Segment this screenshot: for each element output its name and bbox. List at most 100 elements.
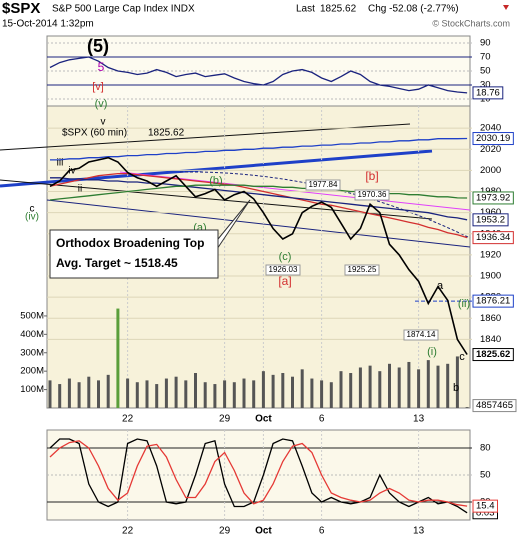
volume-bar — [203, 382, 207, 408]
volume-bar — [242, 378, 246, 408]
last-label: Last — [296, 4, 315, 15]
y2-tick-label: 300M — [20, 347, 44, 358]
callout-text: Orthodox Broadening Top — [56, 236, 204, 250]
down-arrow — [503, 5, 509, 10]
x-tick-label: Oct — [255, 414, 272, 425]
index-name: S&P 500 Large Cap Index INDX — [52, 4, 195, 15]
volume-bar — [281, 373, 285, 408]
volume-bar — [164, 378, 168, 408]
volume-bar — [368, 365, 372, 408]
symbol: $SPX — [2, 0, 40, 17]
price-label-box — [403, 329, 439, 341]
trendline — [0, 149, 433, 188]
y-tick-label: 1840 — [480, 334, 501, 345]
badge-box — [472, 132, 514, 146]
volume-bar — [407, 361, 411, 408]
value-badge: 1936.34 — [476, 232, 510, 243]
x-tick-label: 13 — [413, 414, 425, 425]
volume-bar — [320, 380, 324, 408]
price-label-box — [265, 264, 301, 276]
y-tick-label: 90 — [480, 38, 491, 49]
wave-label: c — [30, 204, 35, 215]
x-tick-label: 29 — [219, 526, 231, 537]
y-tick-label: 1900 — [480, 271, 501, 282]
y-tick-label: 30 — [480, 80, 491, 91]
series-label-value: 1825.62 — [148, 128, 185, 139]
wave-label: iii — [57, 158, 64, 169]
wave-label: 1874.14 — [407, 330, 436, 339]
badge-box — [472, 191, 514, 205]
volume-bar — [223, 380, 227, 408]
x-tick-label: 13 — [413, 526, 425, 537]
y-tick-label: 1920 — [480, 249, 501, 260]
wave-label: 1926.03 — [269, 265, 298, 274]
volume-bar — [378, 371, 382, 408]
volume-bar — [87, 376, 91, 408]
value-badge: 1973.92 — [476, 192, 510, 203]
value-badge: 15.4 — [476, 501, 495, 512]
badge-box — [472, 86, 504, 100]
wave-label: a — [437, 280, 444, 292]
wave-label: b — [453, 382, 459, 394]
rsi-panel — [46, 35, 471, 107]
volume-bar — [126, 378, 130, 408]
y-tick-label: 2020 — [480, 144, 501, 155]
volume-bar — [446, 363, 450, 408]
x-tick-label: 6 — [319, 526, 325, 537]
last-value: 1825.62 — [320, 4, 357, 15]
credit: © StockCharts.com — [432, 18, 510, 28]
wave-label: (ii) — [458, 298, 470, 310]
x-tick-label: 22 — [122, 414, 134, 425]
wave-label: [b] — [365, 169, 378, 183]
volume-bar — [155, 384, 159, 408]
x-tick-label: 29 — [219, 414, 231, 425]
wave-label: [v] — [92, 81, 104, 93]
wave-label: (i) — [427, 346, 437, 358]
price-label-box — [344, 264, 380, 276]
volume-bar — [465, 407, 469, 408]
volume-bar — [261, 371, 265, 408]
value-badge: 2030.19 — [476, 133, 510, 144]
volume-bar — [349, 373, 353, 408]
datetime: 15-Oct-2014 1:32pm — [2, 19, 94, 30]
volume-bar — [213, 384, 217, 408]
volume-bar — [48, 380, 52, 408]
volume-bar — [58, 384, 62, 408]
value-badge: 1876.21 — [476, 296, 510, 307]
wave-label: 1970.36 — [358, 190, 387, 199]
value-badge: 4857465 — [476, 400, 513, 411]
wave-label: 1925.25 — [348, 265, 377, 274]
series-line — [49, 56, 468, 94]
y-tick-label: 50 — [480, 470, 491, 481]
x-tick-label: 6 — [319, 414, 325, 425]
volume-bar — [300, 369, 304, 408]
y2-tick-label: 500M — [20, 310, 44, 321]
wave-label: (b) — [209, 175, 222, 187]
y-tick-label: 70 — [480, 52, 491, 63]
wave-label: (iv) — [25, 212, 39, 223]
y-tick-label: 2040 — [480, 123, 501, 134]
badge-box — [472, 348, 514, 362]
volume-bar — [135, 382, 139, 408]
volume-bar — [97, 380, 100, 408]
badge-box — [472, 213, 509, 227]
stoch-panel — [46, 429, 471, 521]
y-tick-label: 80 — [480, 443, 491, 454]
series-line — [49, 440, 468, 507]
badge-box — [472, 231, 514, 245]
volume-bar — [426, 360, 430, 408]
value-badge: 1825.62 — [476, 349, 510, 360]
y-tick-label: 2000 — [480, 165, 501, 176]
series-label: $SPX (60 min) — [62, 128, 127, 139]
wave-label: (5) — [87, 36, 109, 56]
callout-box — [49, 229, 219, 279]
volume-bar — [174, 376, 178, 408]
x-tick-label: 22 — [122, 526, 134, 537]
change: Chg -52.08 (-2.77%) — [368, 4, 459, 15]
value-badge: 18.76 — [476, 87, 500, 98]
value-badge: 8.03 — [476, 507, 495, 518]
y-tick-label: 50 — [480, 66, 491, 77]
y2-tick-label: 100M — [20, 384, 44, 395]
price-label-box — [305, 179, 341, 191]
y-tick-label: 1860 — [480, 313, 501, 324]
